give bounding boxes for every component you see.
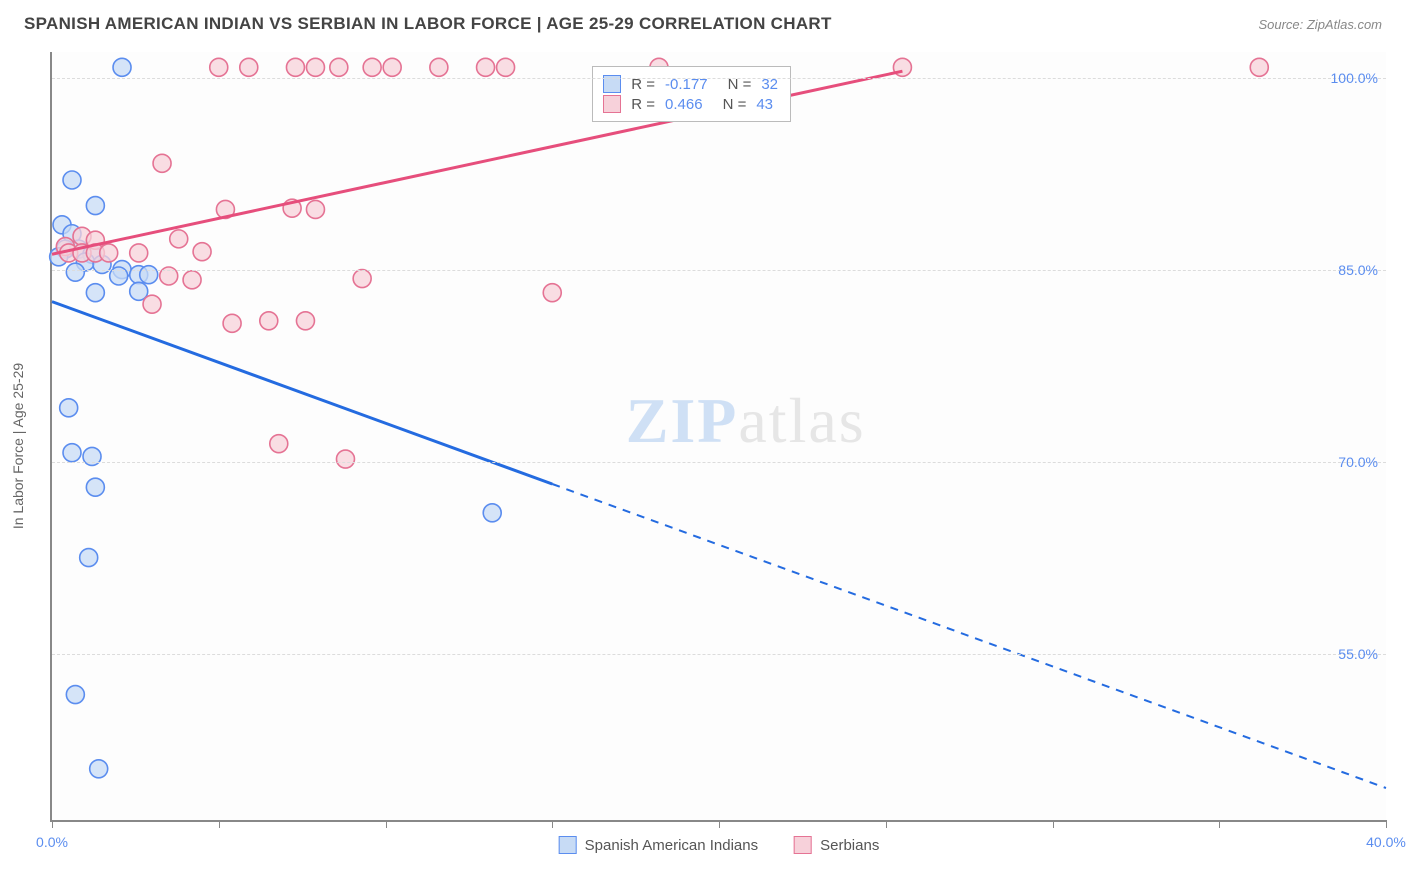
y-tick-label: 55.0% <box>1338 646 1378 662</box>
chart-plot-area: ZIPatlas R = -0.177N = 32R = 0.466N = 43… <box>50 52 1386 822</box>
grid-line <box>52 78 1386 79</box>
legend-swatch <box>794 836 812 854</box>
scatter-point <box>193 243 211 261</box>
stat-r-label: R = <box>631 96 655 113</box>
scatter-point <box>353 270 371 288</box>
scatter-point <box>296 312 314 330</box>
x-tick <box>886 820 887 828</box>
chart-title: SPANISH AMERICAN INDIAN VS SERBIAN IN LA… <box>24 14 832 34</box>
scatter-point <box>140 266 158 284</box>
regression-line-dashed <box>552 484 1386 788</box>
scatter-point <box>270 435 288 453</box>
scatter-point <box>210 58 228 76</box>
stat-n-value: 43 <box>756 96 773 113</box>
scatter-point <box>383 58 401 76</box>
scatter-point <box>330 58 348 76</box>
scatter-point <box>483 504 501 522</box>
x-tick <box>719 820 720 828</box>
scatter-point <box>306 58 324 76</box>
scatter-point <box>113 58 131 76</box>
legend-item: Spanish American Indians <box>559 836 758 854</box>
scatter-point <box>430 58 448 76</box>
scatter-point <box>66 686 84 704</box>
scatter-point <box>306 200 324 218</box>
scatter-point <box>497 58 515 76</box>
scatter-point <box>170 230 188 248</box>
scatter-point <box>60 399 78 417</box>
legend-label: Serbians <box>820 837 879 854</box>
grid-line <box>52 270 1386 271</box>
scatter-point <box>100 244 118 262</box>
scatter-point <box>66 263 84 281</box>
legend-swatch <box>603 95 621 113</box>
x-tick <box>1219 820 1220 828</box>
y-tick-label: 85.0% <box>1338 262 1378 278</box>
scatter-point <box>83 447 101 465</box>
chart-svg <box>52 52 1386 820</box>
scatter-point <box>223 314 241 332</box>
bottom-legend: Spanish American Indians Serbians <box>559 836 880 854</box>
scatter-point <box>130 244 148 262</box>
scatter-point <box>80 549 98 567</box>
x-tick-label: 0.0% <box>36 834 68 850</box>
scatter-point <box>143 295 161 313</box>
scatter-point <box>363 58 381 76</box>
x-tick <box>1053 820 1054 828</box>
x-tick <box>386 820 387 828</box>
legend-item: Serbians <box>794 836 879 854</box>
legend-swatch <box>559 836 577 854</box>
scatter-point <box>336 450 354 468</box>
grid-line <box>52 654 1386 655</box>
x-tick <box>219 820 220 828</box>
scatter-point <box>1250 58 1268 76</box>
scatter-point <box>86 478 104 496</box>
scatter-point <box>240 58 258 76</box>
scatter-point <box>90 760 108 778</box>
x-tick <box>52 820 53 828</box>
y-axis-label: In Labor Force | Age 25-29 <box>10 363 26 529</box>
x-tick <box>1386 820 1387 828</box>
scatter-point <box>153 154 171 172</box>
correlation-stats-box: R = -0.177N = 32R = 0.466N = 43 <box>592 66 791 122</box>
scatter-point <box>543 284 561 302</box>
y-tick-label: 70.0% <box>1338 454 1378 470</box>
scatter-point <box>86 197 104 215</box>
x-tick-label: 40.0% <box>1366 834 1406 850</box>
legend-label: Spanish American Indians <box>585 837 758 854</box>
x-tick <box>552 820 553 828</box>
scatter-point <box>477 58 495 76</box>
y-tick-label: 100.0% <box>1331 70 1378 86</box>
stat-r-value: 0.466 <box>665 96 703 113</box>
scatter-point <box>63 444 81 462</box>
scatter-point <box>63 171 81 189</box>
scatter-point <box>286 58 304 76</box>
scatter-point <box>183 271 201 289</box>
scatter-point <box>86 284 104 302</box>
grid-line <box>52 462 1386 463</box>
stats-row: R = 0.466 N = 43 <box>603 95 778 113</box>
stat-n-label: N = <box>723 96 747 113</box>
source-attribution: Source: ZipAtlas.com <box>1258 17 1382 32</box>
scatter-point <box>260 312 278 330</box>
